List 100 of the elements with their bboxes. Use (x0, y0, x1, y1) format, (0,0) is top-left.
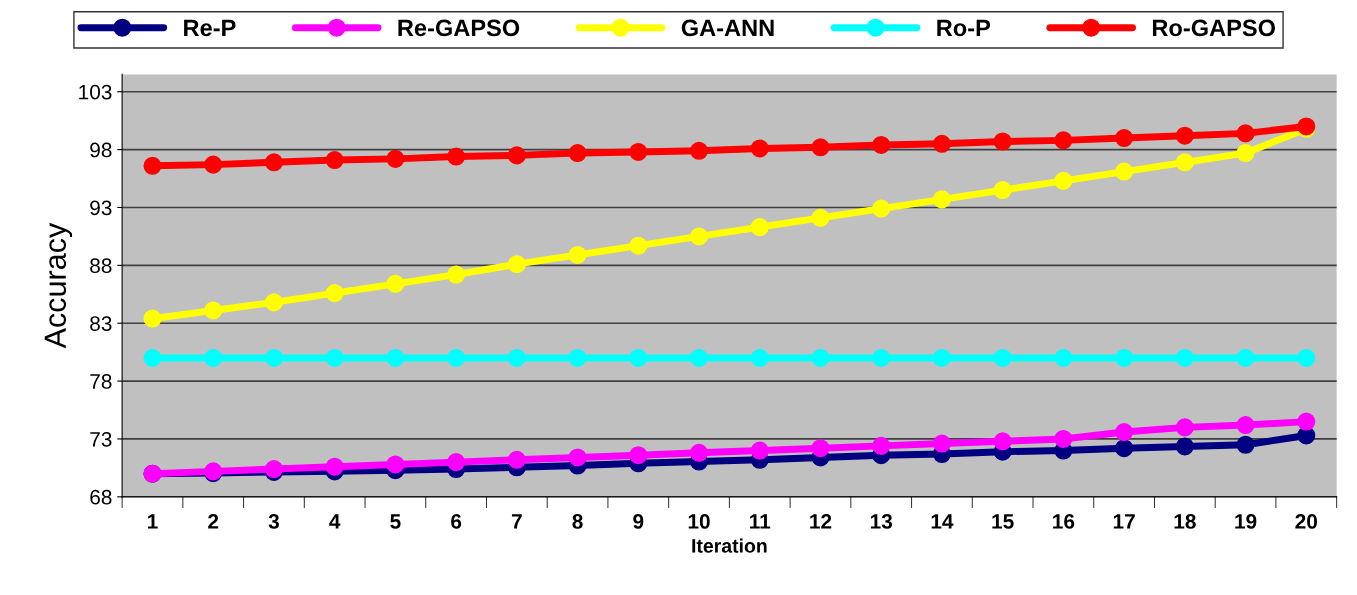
point (872, 199, 891, 218)
point (568, 245, 587, 264)
point (507, 348, 526, 367)
x-tick-label: 9 (633, 514, 644, 529)
x-tick-label: 5 (390, 514, 401, 529)
point (386, 274, 405, 293)
point (932, 134, 951, 153)
point (1175, 153, 1194, 172)
point (811, 208, 830, 227)
point (1175, 418, 1194, 437)
legend-label: Re-P (184, 19, 236, 37)
y-tick-label: 93 (90, 200, 112, 216)
point (447, 453, 466, 472)
point (932, 348, 951, 367)
point (1054, 429, 1073, 448)
point (750, 441, 769, 460)
point (143, 156, 162, 175)
point (1236, 348, 1255, 367)
x-tick-label: 10 (688, 514, 710, 529)
point (689, 443, 709, 462)
point (1115, 162, 1134, 181)
y-tick-label: 103 (79, 84, 112, 100)
point (811, 348, 830, 367)
point (386, 348, 405, 367)
point (568, 448, 587, 467)
x-tick-label: 2 (208, 514, 219, 529)
x-tick-label: 3 (268, 514, 279, 529)
point (386, 455, 405, 474)
point (689, 348, 709, 367)
point (143, 348, 162, 367)
point (204, 301, 223, 320)
point (264, 293, 283, 312)
point (143, 309, 162, 328)
point (932, 434, 951, 453)
point (507, 255, 526, 274)
point (932, 190, 951, 209)
point (993, 132, 1012, 151)
x-axis-title: Iteration (692, 538, 767, 553)
point (1236, 144, 1255, 163)
point (872, 436, 891, 455)
point (204, 155, 223, 174)
point (507, 450, 526, 469)
point (629, 142, 648, 161)
x-tick-label: 16 (1053, 514, 1075, 529)
x-tick-label: 8 (572, 514, 583, 529)
point (204, 348, 223, 367)
point (1297, 412, 1316, 431)
legend-label: Ro-P (937, 19, 991, 37)
point (1236, 416, 1255, 435)
point (1175, 126, 1194, 145)
x-tick-label: 14 (931, 514, 954, 529)
point (750, 218, 769, 237)
point (325, 348, 344, 367)
point (689, 227, 709, 246)
point (1115, 422, 1134, 442)
point (325, 150, 344, 170)
x-tick-label: 18 (1174, 514, 1196, 529)
point (1236, 124, 1255, 143)
y-tick-label: 73 (90, 431, 112, 447)
x-tick-label: 20 (1295, 514, 1318, 529)
y-tick-label: 78 (90, 374, 112, 389)
x-tick-label: 17 (1113, 514, 1135, 529)
point (507, 146, 526, 165)
point (1054, 131, 1073, 150)
point (447, 147, 466, 166)
point (811, 138, 830, 157)
point (872, 135, 891, 155)
point (1115, 129, 1134, 148)
point (1175, 348, 1194, 367)
point (1175, 437, 1194, 456)
x-tick-label: 13 (870, 514, 893, 529)
x-tick-label: 12 (810, 514, 832, 529)
point (993, 348, 1012, 367)
x-tick-label: 7 (511, 514, 522, 529)
point (1054, 348, 1073, 367)
x-tick-label: 19 (1235, 514, 1257, 529)
point (1115, 348, 1134, 367)
legend-label: GA-ANN (681, 19, 774, 37)
legend-label: Ro-GAPSO (1152, 19, 1276, 37)
point (264, 348, 283, 367)
x-tick-label: 11 (750, 514, 771, 529)
point (568, 348, 587, 367)
point (325, 457, 344, 476)
point (264, 153, 283, 172)
y-tick-label: 88 (90, 258, 112, 274)
point (750, 139, 769, 158)
y-axis-title: Accuracy (44, 222, 73, 349)
point (447, 348, 466, 367)
point (993, 432, 1012, 451)
x-tick-label: 6 (451, 514, 462, 529)
point (993, 181, 1012, 200)
y-tick-label: 98 (90, 142, 112, 158)
point (811, 439, 830, 458)
point (629, 348, 648, 367)
point (568, 144, 587, 163)
point (447, 265, 466, 284)
legend-label: Re-GAPSO (398, 19, 520, 37)
y-tick-label: 68 (90, 489, 112, 505)
point (629, 446, 648, 465)
point (1236, 435, 1255, 454)
